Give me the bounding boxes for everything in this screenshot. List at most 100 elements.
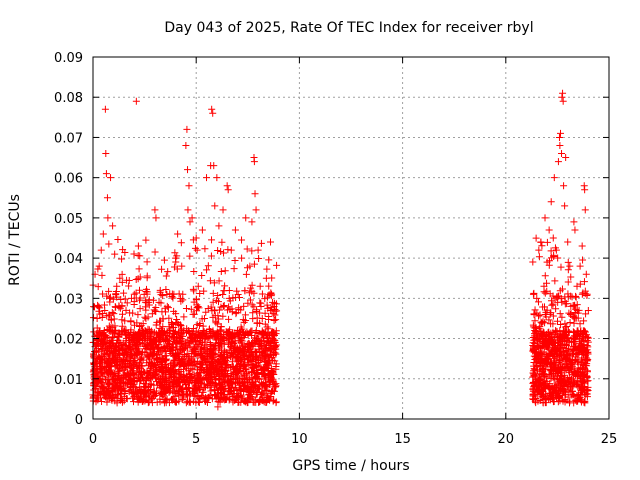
data-point	[551, 339, 559, 347]
data-point	[176, 375, 184, 383]
data-point	[178, 262, 186, 270]
data-point	[149, 343, 157, 351]
data-point	[179, 290, 187, 298]
data-point	[109, 222, 117, 230]
x-tick-label: 15	[394, 432, 411, 447]
data-point	[225, 294, 233, 302]
data-point	[185, 182, 193, 190]
data-point	[152, 214, 160, 222]
data-point	[165, 387, 173, 395]
data-point	[186, 218, 194, 226]
data-point	[536, 387, 544, 395]
data-point	[559, 97, 567, 105]
data-point	[161, 371, 169, 379]
data-point	[238, 254, 246, 262]
data-point	[117, 359, 125, 367]
x-tick-label: 10	[291, 432, 308, 447]
data-point	[255, 375, 263, 383]
data-point	[246, 262, 254, 270]
data-point	[552, 246, 560, 254]
data-point	[553, 375, 561, 383]
data-point	[233, 327, 241, 335]
data-point	[93, 314, 101, 322]
y-tick-label: 0.06	[54, 172, 83, 187]
data-point	[537, 238, 545, 246]
data-point	[107, 174, 115, 182]
data-point	[134, 242, 142, 250]
data-point	[212, 351, 220, 359]
data-point	[572, 343, 580, 351]
data-point	[188, 214, 196, 222]
data-point	[229, 363, 237, 371]
data-point	[200, 314, 208, 322]
data-point	[254, 246, 262, 254]
data-point	[147, 375, 155, 383]
data-point	[582, 270, 590, 278]
data-points	[89, 89, 591, 411]
data-point	[251, 190, 259, 198]
data-point	[542, 351, 550, 359]
data-point	[192, 234, 200, 242]
data-point	[104, 367, 112, 375]
data-point	[187, 359, 195, 367]
data-point	[534, 355, 542, 363]
data-point	[106, 294, 114, 302]
data-point	[189, 310, 197, 318]
data-point	[556, 129, 564, 137]
y-tick-label: 0.07	[54, 131, 83, 146]
data-point	[221, 371, 229, 379]
data-point	[558, 93, 566, 101]
data-point	[223, 182, 231, 190]
data-point	[550, 174, 558, 182]
data-point	[110, 375, 118, 383]
data-point	[143, 359, 151, 367]
data-point	[224, 186, 232, 194]
dense-point-cloud	[89, 234, 592, 407]
y-tick-label: 0.08	[54, 91, 83, 106]
data-point	[194, 282, 202, 290]
data-point	[139, 327, 147, 335]
point-cloud-late	[529, 234, 592, 407]
data-point	[112, 363, 120, 371]
data-point	[209, 109, 217, 117]
data-point	[581, 206, 589, 214]
data-point	[183, 125, 191, 133]
data-point	[272, 343, 280, 351]
data-point	[120, 371, 128, 379]
y-tick-label: 0.03	[54, 292, 83, 307]
data-point	[539, 371, 547, 379]
chart-title: Day 043 of 2025, Rate Of TEC Index for r…	[164, 20, 533, 36]
data-point	[577, 359, 585, 367]
data-point	[126, 339, 134, 347]
data-point	[576, 262, 584, 270]
data-point	[563, 322, 571, 330]
data-point	[196, 379, 204, 387]
data-point	[163, 302, 171, 310]
x-tick-label: 20	[498, 432, 515, 447]
data-point	[548, 363, 556, 371]
data-point	[211, 202, 219, 210]
data-point	[131, 387, 139, 395]
data-point	[173, 339, 181, 347]
data-point	[558, 150, 566, 158]
data-point	[570, 218, 578, 226]
data-point	[253, 335, 261, 343]
data-point	[96, 355, 104, 363]
data-point	[242, 214, 250, 222]
data-point	[169, 363, 177, 371]
data-point	[182, 141, 190, 149]
y-tick-label: 0.04	[54, 252, 83, 267]
data-point	[104, 214, 112, 222]
data-point	[114, 383, 122, 391]
data-point	[174, 230, 182, 238]
data-point	[151, 206, 159, 214]
data-point	[130, 290, 138, 298]
data-point	[581, 186, 589, 194]
data-point	[529, 395, 537, 403]
data-point	[531, 327, 539, 335]
x-tick-label: 25	[601, 432, 618, 447]
data-point	[252, 206, 260, 214]
x-tick-label: 0	[89, 432, 97, 447]
data-point	[98, 379, 106, 387]
data-point	[555, 133, 563, 141]
